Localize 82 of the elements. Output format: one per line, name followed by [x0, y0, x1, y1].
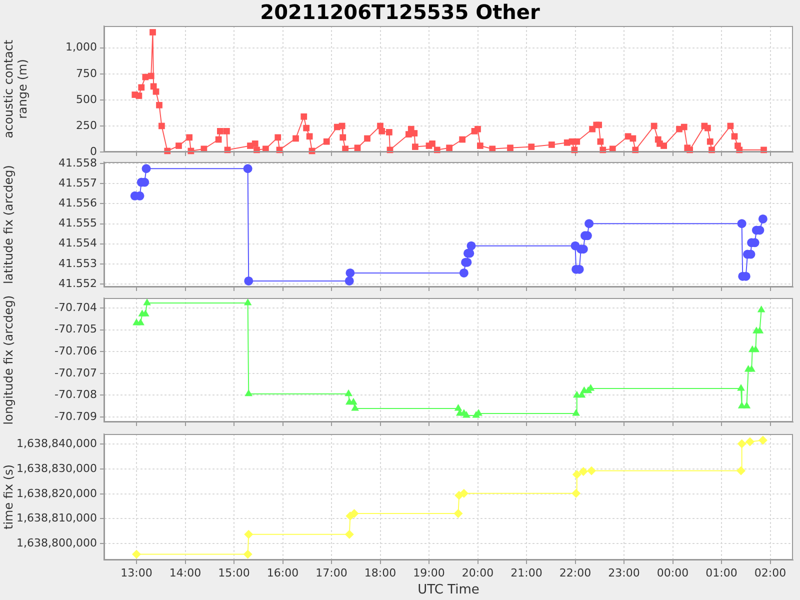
point — [350, 398, 358, 405]
x-tick-label: 13:00 — [120, 566, 152, 580]
x-tick-label: 00:00 — [656, 566, 689, 580]
x-tick-label: 02:00 — [754, 566, 786, 580]
point — [462, 410, 470, 418]
y-tick-label: 41.556 — [58, 196, 97, 210]
y-axis-title: latitude fix (arcdeg) — [1, 165, 16, 284]
point — [758, 214, 768, 224]
y-tick-label: -70.709 — [54, 410, 97, 423]
point — [244, 276, 254, 286]
y-tick-label: 41.557 — [58, 176, 97, 190]
x-tick-label: 21:00 — [510, 566, 542, 580]
point — [346, 268, 355, 278]
point — [344, 389, 352, 396]
point — [736, 466, 746, 476]
point — [466, 241, 476, 250]
point — [132, 550, 141, 559]
x-tick-label: 16:00 — [266, 566, 299, 580]
y-tick-label: 1,638,830,000 — [16, 462, 97, 475]
x-tick-label: 23:00 — [608, 566, 640, 580]
y-tick-label: 1,638,800,000 — [16, 536, 97, 550]
x-axis-title: UTC Time — [418, 582, 480, 598]
point — [243, 550, 252, 559]
point — [578, 467, 588, 476]
point — [757, 305, 766, 312]
point — [587, 466, 596, 476]
point — [745, 437, 754, 446]
point — [752, 345, 760, 352]
y-tick-label: 1,638,840,000 — [16, 437, 97, 450]
point — [584, 219, 594, 228]
point — [748, 364, 756, 372]
point — [756, 326, 764, 334]
point — [758, 436, 768, 445]
y-tick-label: 41.554 — [58, 236, 97, 250]
point — [742, 402, 751, 408]
point — [143, 298, 151, 306]
y-tick-label: 41.553 — [58, 256, 97, 270]
point — [344, 530, 354, 539]
point — [136, 318, 144, 326]
y-tick-label: -70.704 — [54, 300, 97, 314]
x-tick-label: 18:00 — [364, 566, 396, 580]
y-tick-label: -70.707 — [54, 366, 97, 380]
y-tick-label: 1,638,820,000 — [16, 486, 97, 500]
y-axis-title: time fix (s) — [1, 464, 16, 530]
point — [244, 389, 253, 396]
y-tick-label: -70.706 — [54, 344, 97, 358]
x-tick-label: 15:00 — [218, 566, 250, 580]
point — [244, 298, 252, 306]
y-tick-label: -70.708 — [54, 388, 97, 402]
y-tick-label: 750 — [76, 66, 97, 80]
y-axis-title: acoustic contact range (m) — [1, 39, 30, 138]
point — [244, 530, 254, 539]
point — [351, 404, 359, 411]
x-tick-label: 22:00 — [559, 566, 592, 580]
point — [737, 219, 746, 228]
x-tick-label: 19:00 — [413, 566, 445, 580]
point — [572, 488, 581, 498]
point — [344, 276, 354, 286]
y-tick-label: 41.558 — [58, 156, 97, 170]
y-tick-label: 500 — [76, 92, 97, 106]
x-tick-label: 01:00 — [706, 566, 738, 580]
y-tick-label: 41.552 — [58, 276, 97, 290]
point — [459, 268, 468, 278]
y-tick-label: -70.705 — [54, 322, 97, 336]
chart-title: 20211206T125535 Other — [259, 0, 541, 24]
y-tick-label: 250 — [76, 118, 97, 132]
x-tick-label: 20:00 — [462, 566, 494, 580]
point — [142, 310, 150, 316]
point — [243, 164, 252, 174]
point — [572, 470, 582, 480]
y-axis-title: longitude fix (arcdeg) — [1, 295, 16, 425]
y-tick-label: 1,000 — [66, 40, 97, 54]
point — [737, 384, 745, 391]
y-tick-label: 41.555 — [58, 216, 97, 230]
x-tick-label: 14:00 — [169, 566, 202, 580]
x-tick-label: 17:00 — [316, 566, 348, 580]
point — [454, 509, 463, 518]
y-tick-label: 0 — [90, 144, 97, 158]
point — [572, 409, 580, 416]
y-tick-label: 1,638,810,000 — [16, 512, 97, 525]
point — [737, 439, 746, 448]
point — [142, 164, 151, 174]
